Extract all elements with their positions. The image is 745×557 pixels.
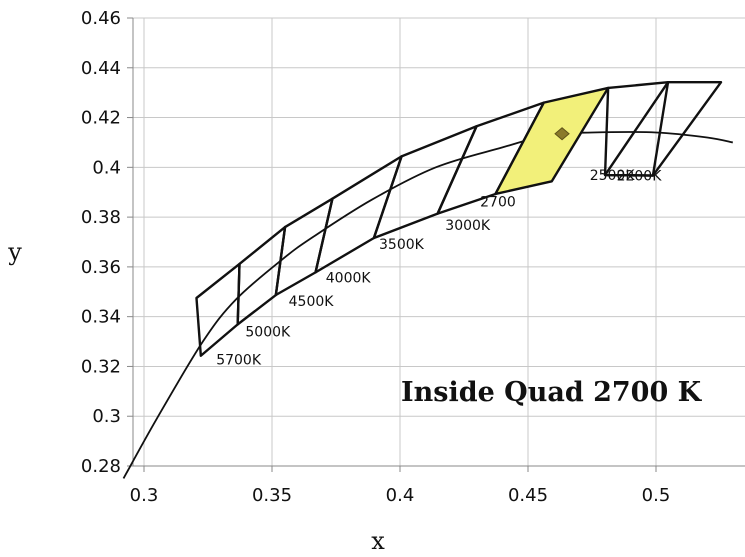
x-tick-label: 0.5 xyxy=(642,485,671,506)
cct-label: 5000K xyxy=(245,324,291,340)
planckian-locus-line xyxy=(122,131,733,479)
y-tick-label: 0.42 xyxy=(81,108,121,129)
cct-quadrangle xyxy=(314,155,403,274)
cct-label: 4000K xyxy=(326,270,372,286)
test-point-marker xyxy=(554,127,570,141)
y-tick-label: 0.32 xyxy=(81,356,121,377)
x-axis-title: x xyxy=(371,527,385,555)
cct-label: 2200K xyxy=(617,169,663,185)
cct-label: 2700 xyxy=(480,194,516,210)
y-tick-label: 0.44 xyxy=(81,58,121,79)
planckian-locus xyxy=(122,131,733,479)
cct-quadrangle xyxy=(603,81,723,177)
cct-quadrangles: 5700K5000K4500K4000K3500K3000K27002500K2… xyxy=(195,81,723,368)
y-axis-title: y xyxy=(7,238,22,266)
y-tick-label: 0.28 xyxy=(81,456,121,477)
x-tick-label: 0.4 xyxy=(386,485,415,506)
y-tick-label: 0.46 xyxy=(81,8,121,29)
y-tick-label: 0.34 xyxy=(81,307,121,328)
cct-quadrangle xyxy=(274,197,334,297)
y-tick-label: 0.4 xyxy=(92,157,121,178)
x-tick-label: 0.45 xyxy=(508,485,548,506)
y-tick-label: 0.38 xyxy=(81,207,121,228)
x-tick-label: 0.3 xyxy=(130,485,159,506)
inside-quad-annotation: Inside Quad 2700 K xyxy=(401,377,703,408)
cct-label: 3500K xyxy=(379,237,425,253)
cct-label: 5700K xyxy=(216,352,262,368)
cct-label: 3000K xyxy=(445,218,491,234)
x-tick-label: 0.35 xyxy=(252,485,292,506)
tick-labels: 0.28 0.3 0.32 0.34 0.36 0.38 0.4 0.42 0.44 0.46 0.… xyxy=(81,8,670,506)
cct-quadrangle xyxy=(494,86,610,196)
y-tick-label: 0.3 xyxy=(92,406,121,427)
cct-label: 4500K xyxy=(289,294,335,310)
y-tick-label: 0.36 xyxy=(81,257,121,278)
